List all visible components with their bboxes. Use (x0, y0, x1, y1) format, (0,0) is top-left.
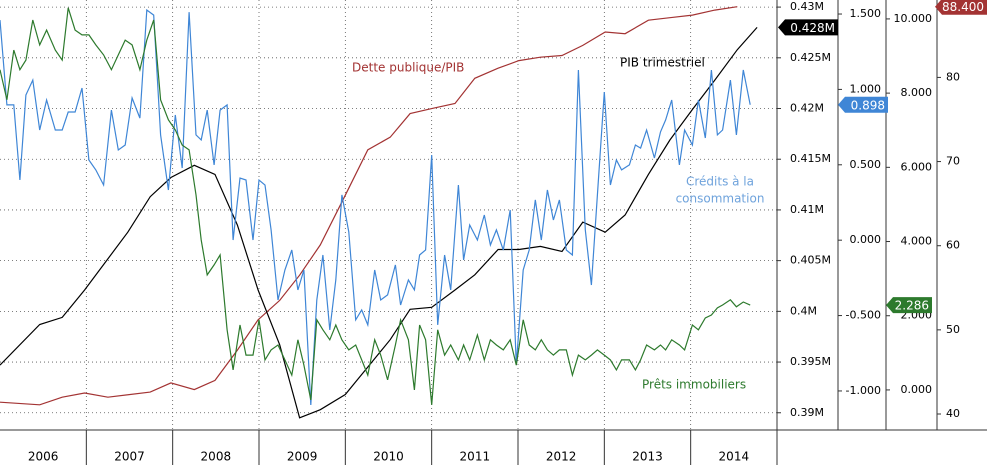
y-tick-label: 0.39M (790, 406, 824, 419)
y-tick-label: 4.000 (901, 235, 933, 248)
y-tick-label: 0.415M (790, 152, 831, 165)
x-tick-label: 2012 (546, 450, 577, 464)
last-value-label: 0.898 (851, 98, 885, 112)
y-tick-label: 80 (946, 70, 960, 83)
y-tick-label: 0.000 (901, 383, 933, 396)
x-tick-label: 2006 (28, 450, 59, 464)
y-tick-label: 0.4M (790, 304, 817, 317)
series-line (0, 8, 751, 406)
y-tick-label: 40 (946, 407, 960, 420)
last-value-label: 0.428M (790, 21, 835, 35)
x-tick-label: 2007 (114, 450, 145, 464)
last-value-label: 2.286 (895, 299, 929, 313)
y-tick-label: 0.43M (790, 0, 824, 13)
series-line (0, 7, 751, 405)
last-value-marker (778, 19, 838, 36)
axes: 0.39M 0.395M 0.4M 0.405M 0.41M 0.415M 0.42M 0.4… (776, 0, 960, 430)
y-tick-label: -1.000 (846, 384, 881, 397)
y-tick-label: 10.000 (894, 12, 933, 25)
y-tick-label: 60 (946, 239, 960, 252)
y-tick-label: 0.42M (790, 102, 824, 115)
x-tick-label: 2011 (460, 450, 491, 464)
series-label: Prêts immobiliers (642, 378, 746, 392)
series-line (0, 6, 738, 406)
series-label: consommation (676, 192, 765, 206)
last-value-marker (886, 297, 932, 314)
x-tick-label: 2014 (719, 450, 750, 464)
last-value-marker (935, 0, 987, 15)
x-tick-label: 2008 (201, 450, 232, 464)
x-tick-label: 2010 (373, 450, 404, 464)
y-tick-label: 8.000 (901, 86, 933, 99)
y-tick-label: 0.425M (790, 51, 831, 64)
series-label: Dette publique/PIB (352, 61, 464, 75)
x-tick-label: 2009 (287, 450, 318, 464)
y-tick-label: 0.395M (790, 355, 831, 368)
y-tick-label: 50 (946, 323, 960, 336)
last-value-marker (838, 96, 888, 113)
y-tick-label: -0.500 (846, 309, 881, 322)
y-tick-label: 6.000 (901, 160, 933, 173)
y-tick-label: 0.000 (850, 233, 882, 246)
y-tick-label: 0.405M (790, 254, 831, 267)
last-value-label: 88.400 (942, 0, 984, 14)
series-label: Crédits à la (686, 175, 754, 189)
x-tick-label: 2013 (632, 450, 663, 464)
y-tick-label: 70 (946, 155, 960, 168)
y-tick-label: 1.000 (850, 82, 882, 95)
series-label: PIB trimestriel (620, 56, 705, 70)
y-tick-label: 1.500 (850, 7, 882, 20)
y-tick-label: 0.500 (850, 158, 882, 171)
y-tick-label: 0.41M (790, 203, 824, 216)
series-line (0, 27, 758, 419)
